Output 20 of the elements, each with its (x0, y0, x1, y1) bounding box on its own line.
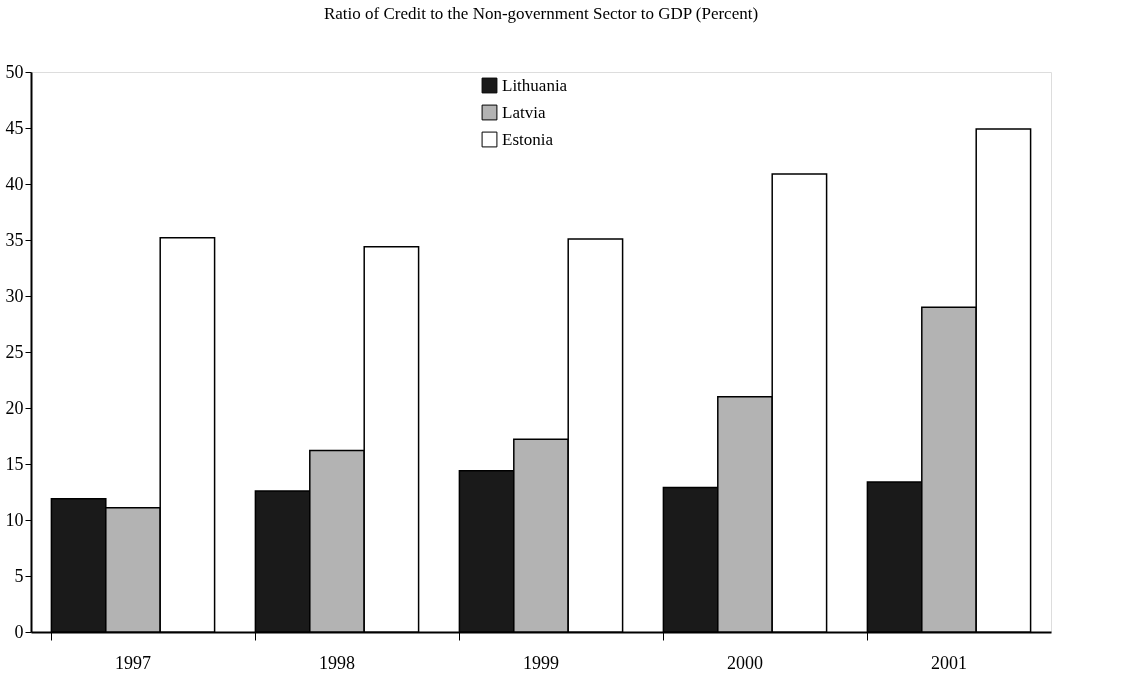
x-tick-label: 1998 (319, 652, 355, 673)
y-tick-label: 35 (5, 229, 24, 250)
chart-title: Ratio of Credit to the Non-government Sector to GDP (Percent) (323, 4, 759, 23)
x-tick-label: 1999 (523, 652, 559, 673)
legend-label: Lithuania (502, 75, 568, 95)
legend-label: Latvia (502, 102, 546, 122)
y-tick-label: 20 (5, 397, 24, 418)
y-tick-label: 25 (5, 341, 24, 362)
legend-label: Estonia (502, 129, 554, 149)
y-tick-label: 30 (5, 285, 24, 306)
y-tick-label: 5 (14, 565, 24, 586)
y-tick-label: 10 (5, 509, 24, 530)
y-tick-label: 0 (14, 621, 24, 642)
y-tick-label: 15 (5, 453, 24, 474)
y-tick-label: 40 (5, 173, 24, 194)
y-tick-label: 45 (5, 117, 24, 138)
x-tick-label: 2000 (727, 652, 763, 673)
x-tick-label: 1997 (115, 652, 151, 673)
y-tick-label: 50 (5, 61, 24, 82)
x-tick-label: 2001 (931, 652, 967, 673)
